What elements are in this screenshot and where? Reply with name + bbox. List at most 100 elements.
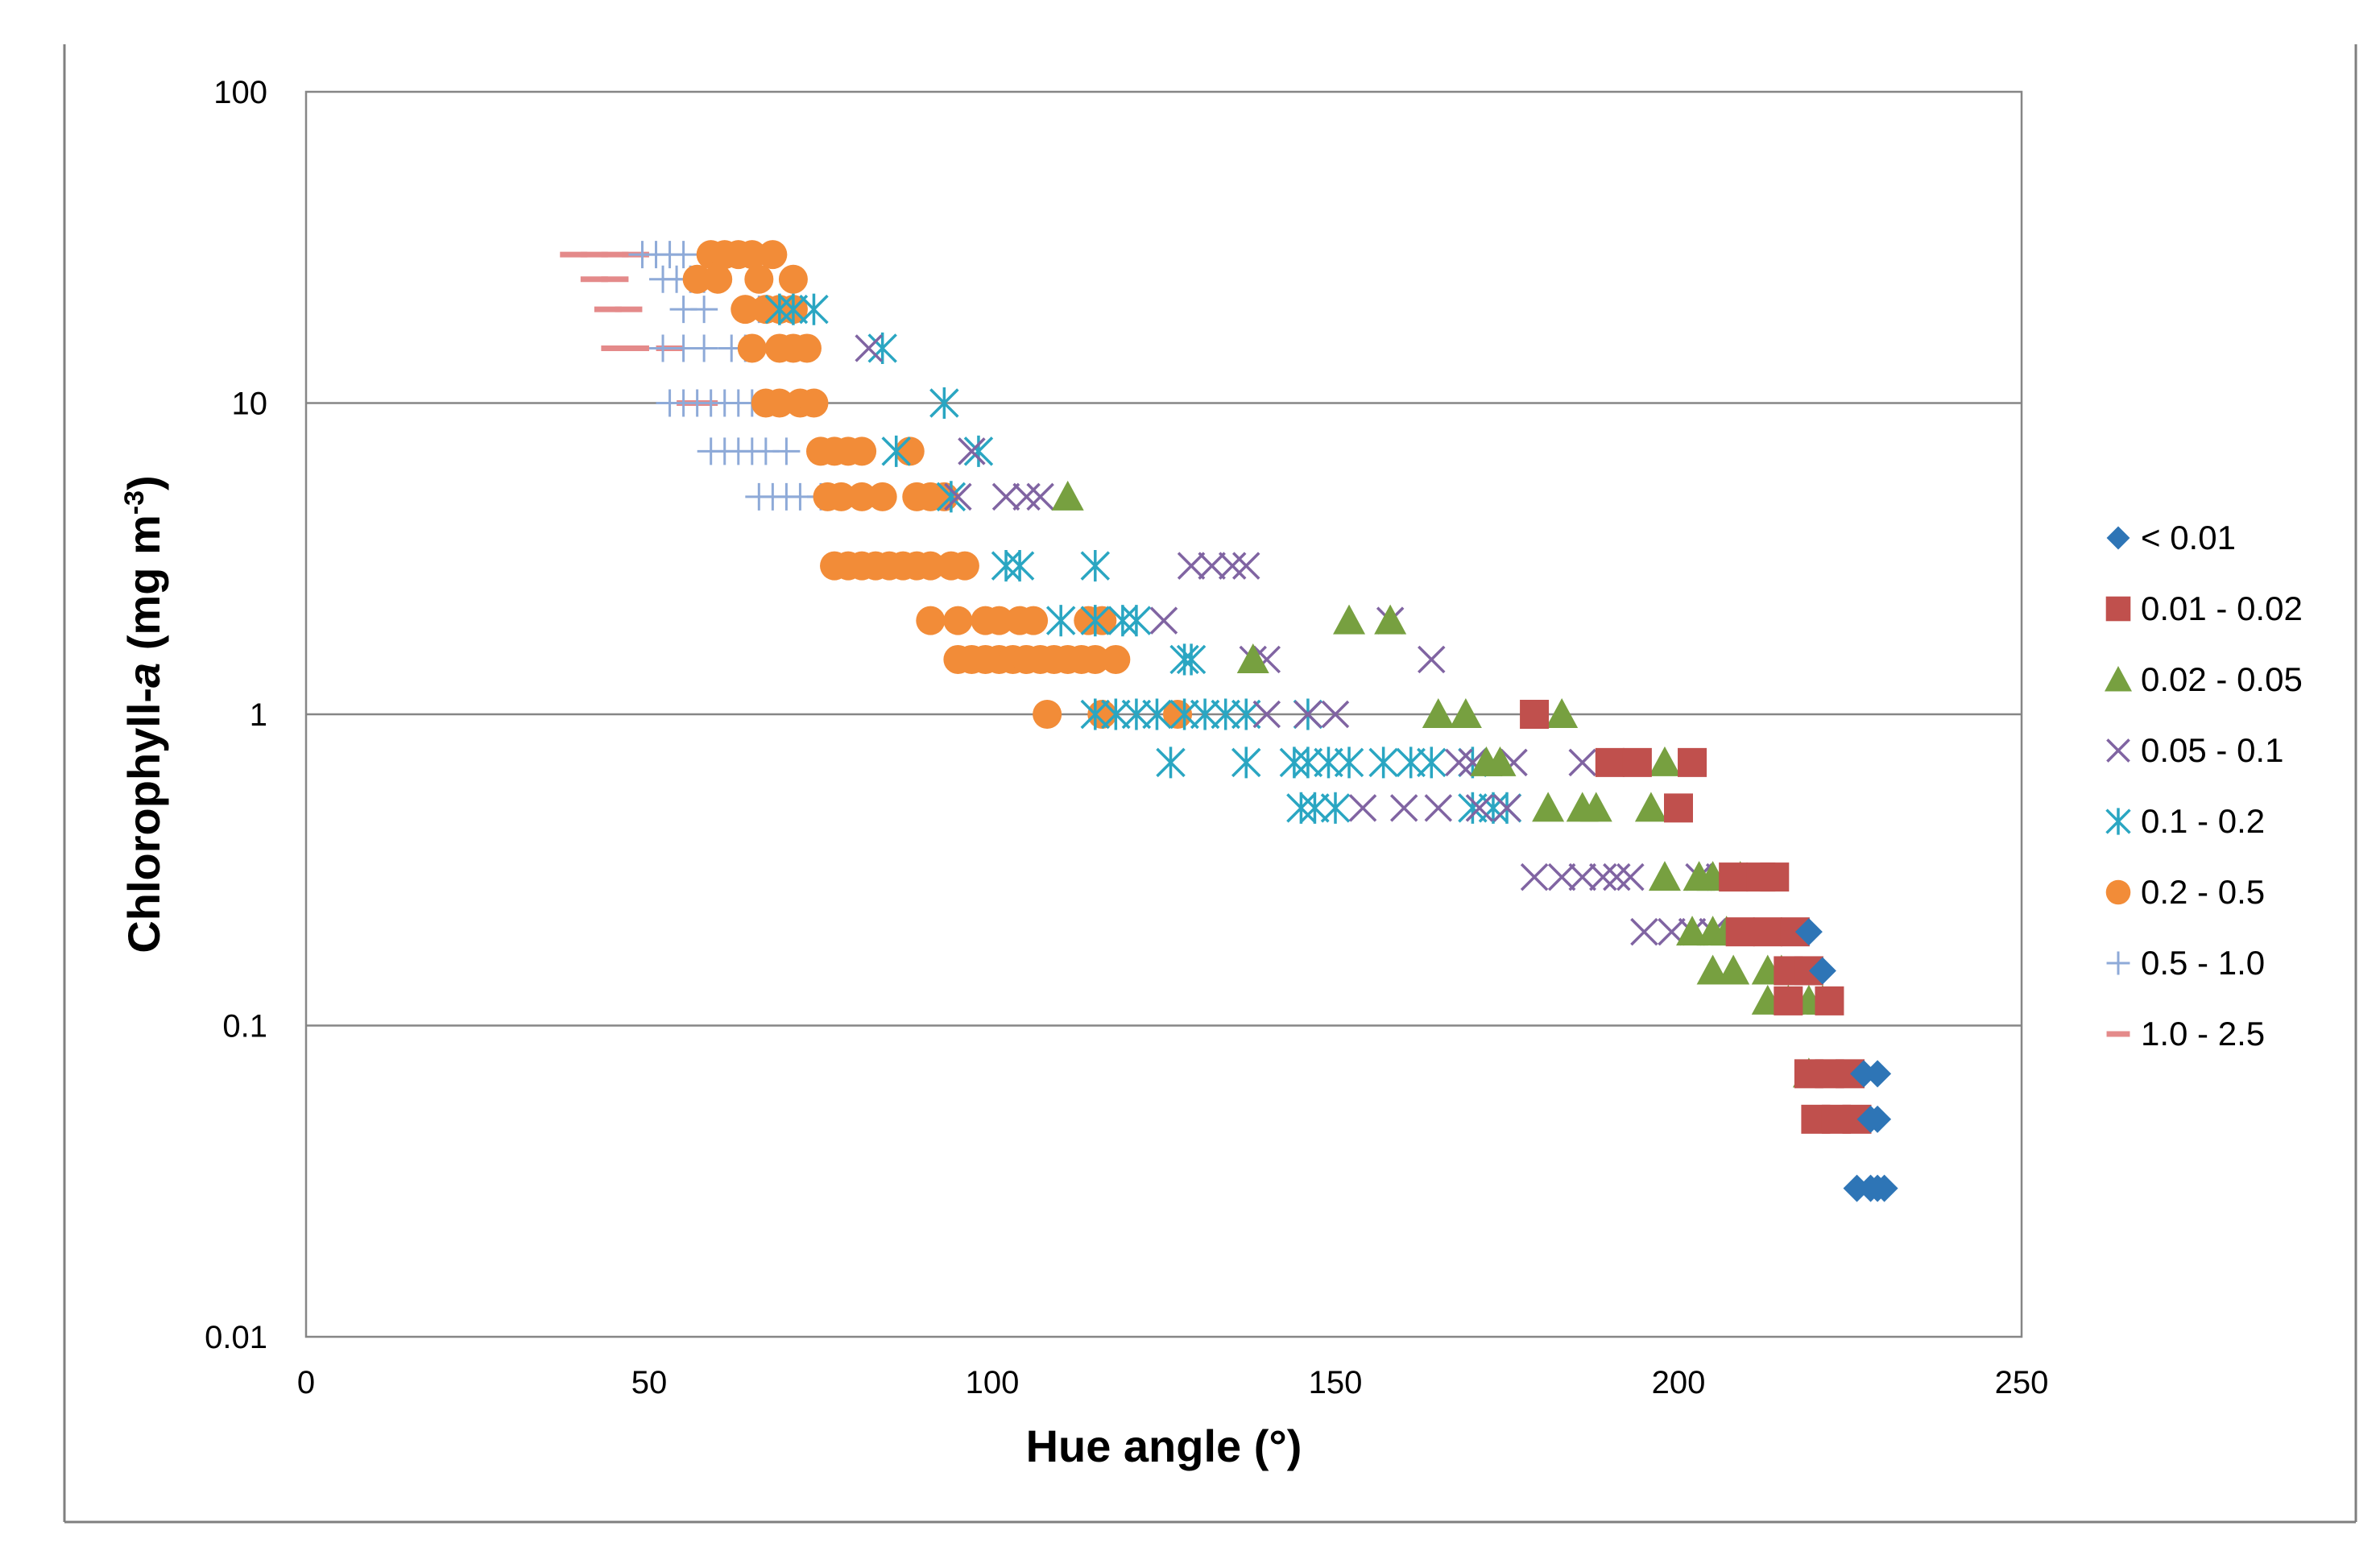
- legend-label: 0.5 - 1.0: [2141, 944, 2265, 982]
- marker-diamond: [1843, 1174, 1871, 1202]
- marker-circle: [2105, 879, 2131, 905]
- x-tick-label: 50: [631, 1365, 668, 1400]
- marker-x: [1389, 794, 1418, 822]
- marker-triangle: [1374, 604, 1407, 635]
- legend-item: 0.2 - 0.5: [2105, 873, 2265, 911]
- marker-circle: [826, 482, 856, 511]
- marker-circle: [682, 264, 712, 294]
- marker-x: [1424, 794, 1453, 822]
- marker-diamond: [2106, 526, 2130, 550]
- marker-asterisk: [1286, 792, 1316, 824]
- marker-asterisk: [1320, 792, 1351, 824]
- marker-square: [1719, 862, 1749, 892]
- marker-plus: [669, 241, 697, 269]
- marker-x: [944, 482, 972, 511]
- marker-x: [1589, 862, 1617, 891]
- series-diamond: [1794, 918, 1898, 1202]
- marker-x: [1348, 794, 1377, 822]
- legend-item: 0.5 - 1.0: [2106, 944, 2265, 982]
- marker-x: [1492, 794, 1521, 822]
- marker-square: [1595, 747, 1625, 777]
- marker-asterisk: [991, 550, 1021, 582]
- marker-triangle: [1648, 746, 1681, 776]
- marker-triangle: [1696, 954, 1729, 985]
- marker-x: [1198, 552, 1226, 580]
- marker-asterisk: [1231, 698, 1261, 730]
- marker-circle: [764, 388, 794, 418]
- marker-asterisk: [1368, 747, 1398, 779]
- marker-x: [2106, 738, 2130, 763]
- marker-plus: [690, 296, 718, 324]
- marker-circle: [744, 264, 774, 294]
- marker-triangle: [1449, 698, 1482, 728]
- marker-asterisk: [1396, 747, 1426, 779]
- marker-asterisk: [1293, 747, 1323, 779]
- marker-circle: [792, 333, 822, 363]
- marker-circle: [867, 482, 897, 511]
- y-tick-label: 0.01: [205, 1320, 267, 1355]
- marker-asterisk: [1004, 550, 1035, 582]
- marker-asterisk: [1121, 698, 1152, 730]
- legend-item: 0.01 - 0.02: [2105, 589, 2303, 627]
- marker-x: [1445, 748, 1473, 777]
- marker-asterisk: [1211, 698, 1240, 730]
- legend-item: 1.0 - 2.5: [2106, 1015, 2265, 1053]
- marker-triangle: [1484, 746, 1517, 776]
- marker-diamond: [1864, 1105, 1892, 1133]
- marker-square: [1753, 917, 1782, 947]
- marker-circle: [847, 436, 877, 466]
- marker-x: [1149, 606, 1178, 635]
- marker-x: [1547, 862, 1576, 891]
- marker-x: [1012, 482, 1041, 511]
- marker-asterisk: [1080, 550, 1111, 582]
- y-tick-label: 0.1: [222, 1009, 267, 1044]
- marker-circle: [950, 551, 979, 581]
- marker-asterisk: [1080, 605, 1111, 637]
- marker-diamond: [1850, 1060, 1878, 1088]
- legend-label: 0.1 - 0.2: [2141, 802, 2265, 840]
- marker-asterisk: [1314, 747, 1343, 779]
- legend-item: < 0.01: [2106, 519, 2236, 556]
- marker-diamond: [1808, 957, 1836, 985]
- marker-circle: [758, 240, 788, 270]
- legend-label: < 0.01: [2141, 519, 2236, 556]
- legend-label: 0.05 - 0.1: [2141, 731, 2283, 769]
- marker-x: [1232, 552, 1260, 580]
- marker-square: [2105, 596, 2131, 622]
- legend-item: 0.02 - 0.05: [2105, 660, 2303, 698]
- marker-asterisk: [1080, 698, 1111, 730]
- x-tick-label: 0: [297, 1365, 315, 1400]
- marker-circle: [737, 240, 767, 270]
- marker-asterisk: [881, 435, 911, 467]
- marker-asterisk: [1300, 792, 1330, 824]
- marker-circle: [929, 482, 959, 511]
- legend-label: 0.02 - 0.05: [2141, 660, 2303, 698]
- marker-asterisk: [1045, 605, 1076, 637]
- marker-plus: [772, 437, 801, 465]
- marker-x: [1177, 552, 1206, 580]
- marker-square: [1774, 986, 1803, 1015]
- marker-triangle: [1333, 604, 1366, 635]
- y-tick-label: 1: [250, 697, 267, 733]
- marker-square: [1725, 917, 1755, 947]
- marker-x: [1568, 862, 1596, 891]
- marker-asterisk: [1176, 643, 1207, 676]
- marker-asterisk: [1107, 605, 1138, 637]
- marker-square: [1520, 700, 1550, 729]
- y-tick-label: 100: [213, 75, 267, 110]
- marker-plus: [2106, 951, 2130, 975]
- legend: < 0.01 0.01 - 0.02 0.02 - 0.05 0.05 - 0.1 0.…: [2105, 519, 2303, 1053]
- data-points: [560, 240, 1898, 1202]
- marker-x: [1465, 794, 1494, 822]
- marker-square: [1678, 747, 1707, 777]
- marker-asterisk: [1101, 698, 1131, 730]
- marker-diamond: [1864, 1060, 1892, 1088]
- marker-triangle: [1634, 792, 1667, 822]
- marker-x: [1252, 700, 1281, 729]
- marker-asterisk: [1231, 747, 1261, 779]
- x-tick-label: 100: [966, 1365, 1020, 1400]
- marker-triangle: [1236, 643, 1269, 673]
- series-square: [1520, 700, 1872, 1134]
- marker-triangle: [1717, 954, 1750, 985]
